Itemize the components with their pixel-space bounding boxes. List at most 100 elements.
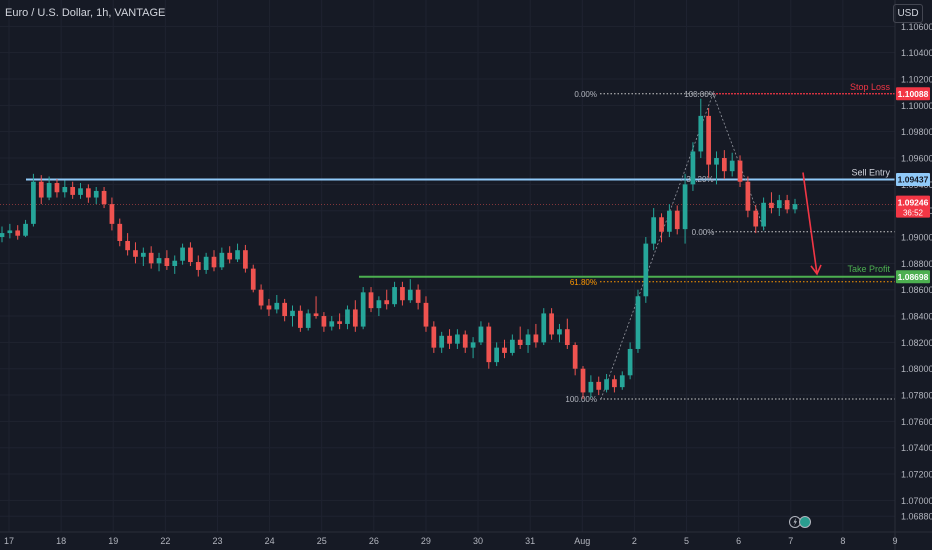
candle [698, 98, 704, 159]
y-tick-label: 1.10000 [901, 101, 932, 111]
candle [258, 284, 264, 310]
flash-icon-bolt [793, 518, 797, 526]
candle [486, 322, 492, 369]
candle [502, 339, 507, 359]
candle [557, 323, 562, 343]
candle [753, 205, 759, 234]
candle [604, 373, 609, 393]
candle [211, 250, 217, 272]
x-tick-label: 30 [473, 536, 483, 546]
x-tick-label: 7 [788, 536, 793, 546]
candle [447, 329, 452, 349]
candle [721, 150, 727, 180]
price-axis[interactable]: 1.10600 1.10400 1.10200 1.10000 1.09800 1.096… [894, 0, 932, 550]
candle [564, 318, 570, 349]
x-tick-label: 22 [160, 536, 170, 546]
y-tick-label: 1.10200 [901, 75, 932, 85]
candle [682, 173, 688, 244]
candle [345, 305, 350, 330]
candle [117, 218, 123, 247]
candle [737, 155, 743, 187]
stop-loss-price-tag-bg [896, 87, 930, 101]
bottom-toolbar [789, 515, 811, 534]
candle [250, 264, 256, 293]
fib-label: 100.00% [565, 395, 597, 404]
candlesticks [0, 98, 798, 399]
x-tick-label: 29 [421, 536, 431, 546]
candle [282, 298, 288, 322]
candle [659, 213, 664, 243]
y-tick-label: 1.07800 [901, 391, 932, 401]
candle [172, 255, 178, 274]
candle [612, 375, 617, 393]
candle [769, 192, 774, 214]
globe-icon[interactable] [799, 516, 811, 528]
x-tick-label: 5 [684, 536, 689, 546]
candle [195, 255, 201, 277]
y-tick-label: 1.09000 [901, 233, 932, 243]
candle [494, 342, 499, 367]
candle [266, 298, 272, 317]
candle [572, 342, 578, 376]
x-tick-label: 9 [892, 536, 897, 546]
candle [15, 225, 21, 240]
candle [243, 244, 248, 273]
candle [352, 300, 358, 332]
x-tick-label: 24 [265, 536, 275, 546]
y-tick-label: 1.08000 [901, 364, 932, 374]
candle [690, 142, 696, 191]
fib-label: 0.00% [692, 228, 715, 237]
fib-label: 0.00% [574, 90, 597, 99]
candle [580, 366, 586, 399]
x-tick-label: 17 [4, 536, 14, 546]
y-tick-label: 1.09800 [901, 127, 932, 137]
candle [462, 330, 468, 353]
x-tick-label: 18 [56, 536, 66, 546]
candle [290, 305, 295, 327]
candle [164, 250, 170, 270]
candle [38, 175, 44, 205]
candle [23, 219, 28, 238]
candle [156, 252, 162, 272]
symbol-title[interactable]: Euro / U.S. Dollar, 1h, VANTAGE [5, 7, 166, 19]
x-tick-label: 23 [212, 536, 222, 546]
candle [423, 296, 429, 332]
candle [46, 176, 52, 201]
current-price-tag-bg [896, 195, 930, 218]
candle [470, 337, 476, 359]
candle [329, 316, 335, 331]
trade-arrow [802, 172, 822, 276]
currency-button[interactable]: USD [893, 4, 923, 23]
candle [298, 305, 303, 332]
candle [7, 223, 13, 239]
candle [227, 246, 233, 264]
candle [509, 334, 515, 356]
candle [643, 237, 649, 303]
x-tick-label: Aug [574, 536, 590, 546]
candle [392, 281, 397, 307]
candle [635, 289, 641, 353]
candle [219, 247, 225, 270]
candle [745, 176, 751, 218]
x-tick-label: 2 [632, 536, 637, 546]
candle [0, 226, 5, 243]
candle [517, 326, 523, 349]
candle [235, 243, 240, 263]
sell-entry-price-tag-bg [896, 172, 930, 186]
fib-label: 100.00% [684, 90, 716, 99]
x-tick-label: 25 [317, 536, 327, 546]
candle [70, 181, 76, 199]
candle [109, 197, 115, 231]
candle [541, 308, 547, 346]
candle [125, 233, 130, 256]
candle [376, 296, 382, 317]
candle [337, 313, 342, 330]
candle [78, 183, 83, 199]
candle [305, 309, 311, 331]
time-axis[interactable]: 17 18 19 22 23 24 25 26 29 30 31 Aug 2 5 6 7 8 9 [0, 531, 932, 546]
candle [776, 194, 782, 216]
grid-lines [0, 0, 896, 532]
y-tick-label: 1.08800 [901, 259, 932, 269]
